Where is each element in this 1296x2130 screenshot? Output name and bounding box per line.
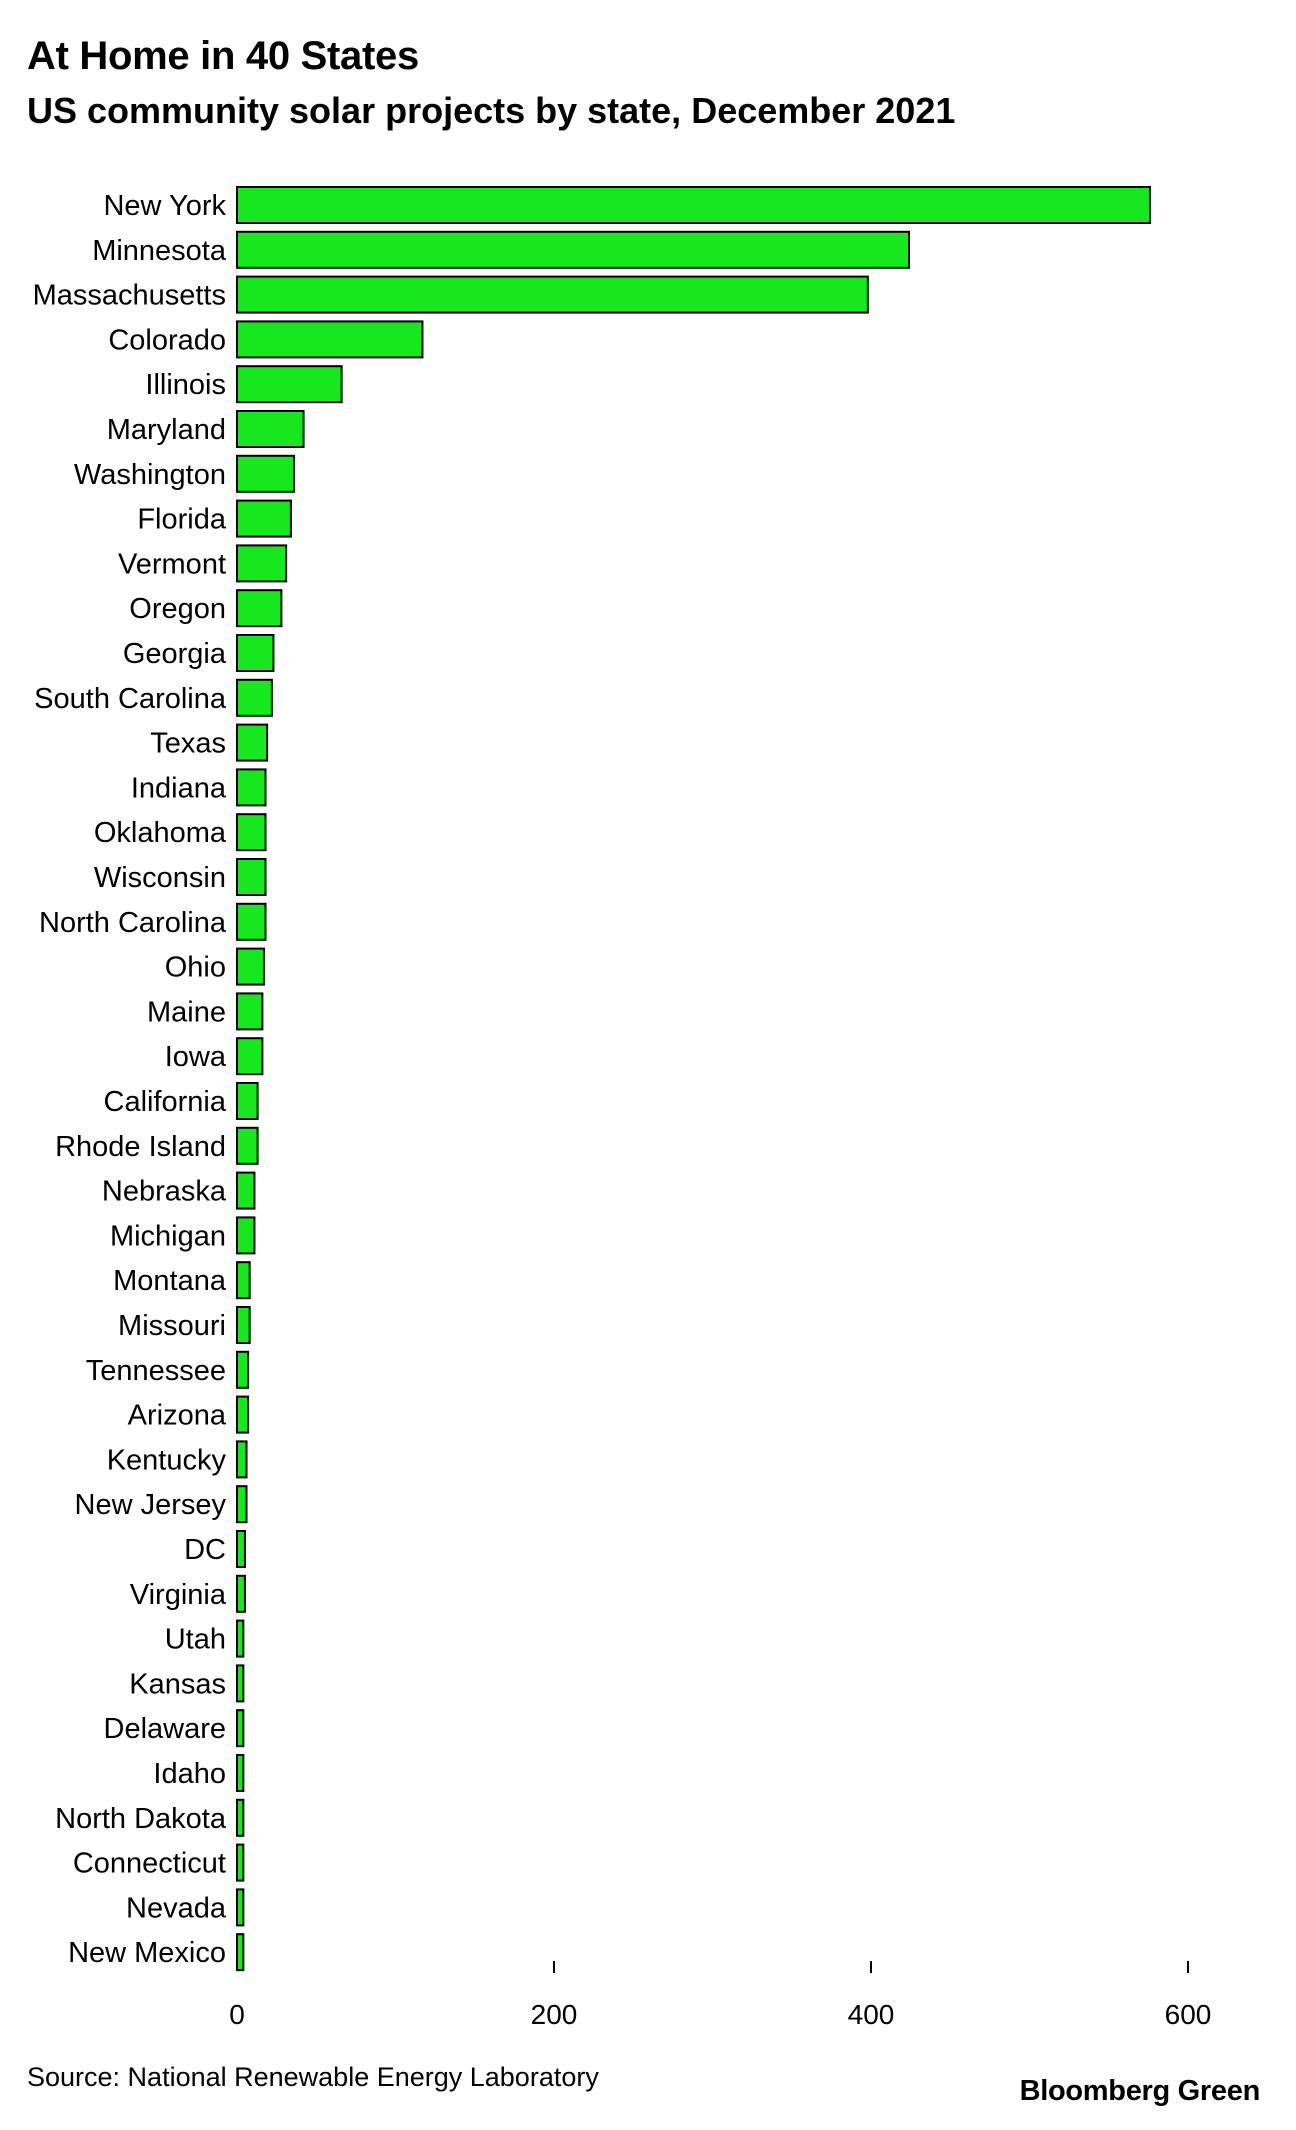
chart-subtitle: US community solar projects by state, De… [27, 90, 956, 131]
category-label-washington: Washington [74, 459, 226, 491]
bar-indiana [236, 768, 267, 807]
brand-logo: Bloomberg Green [1019, 2075, 1261, 2107]
bar-dc [236, 1530, 246, 1568]
bar-south-carolina [236, 678, 273, 717]
bar-wisconsin [236, 858, 267, 896]
x-tick-label-0: 0 [229, 1999, 245, 2030]
chart-title: At Home in 40 States [27, 34, 419, 78]
category-label-connecticut: Connecticut [73, 1848, 226, 1880]
bar-washington [236, 454, 296, 493]
bar-idaho [236, 1754, 245, 1792]
x-axis: 0 200 400 600 [229, 1961, 1211, 2030]
category-label-missouri: Missouri [118, 1310, 226, 1342]
category-label-wisconsin: Wisconsin [94, 862, 226, 894]
category-label-nebraska: Nebraska [102, 1176, 227, 1208]
category-label-iowa: Iowa [165, 1041, 227, 1073]
bar-michigan [236, 1216, 256, 1255]
category-label-delaware: Delaware [104, 1713, 227, 1745]
category-label-oklahoma: Oklahoma [94, 817, 227, 849]
category-label-indiana: Indiana [131, 772, 227, 804]
bar-illinois [236, 365, 343, 404]
bars-group [236, 186, 1151, 1972]
category-label-vermont: Vermont [118, 548, 226, 580]
x-tick-label-600: 600 [1165, 1999, 1212, 2030]
bar-utah [236, 1619, 245, 1658]
bar-new-jersey [236, 1485, 248, 1524]
category-label-utah: Utah [165, 1624, 226, 1656]
category-label-maine: Maine [147, 996, 226, 1028]
source-note: Source: National Renewable Energy Labora… [27, 2062, 599, 2092]
bar-ohio [236, 947, 265, 986]
category-label-montana: Montana [113, 1265, 227, 1297]
bar-vermont [236, 544, 288, 583]
bar-oklahoma [236, 813, 267, 852]
bar-delaware [236, 1709, 245, 1748]
bar-texas [236, 723, 269, 762]
bar-new-york [236, 186, 1151, 224]
bar-missouri [236, 1306, 251, 1344]
category-label-north-carolina: North Carolina [39, 907, 227, 939]
category-label-nevada: Nevada [126, 1892, 227, 1924]
x-tick-label-400: 400 [848, 1999, 895, 2030]
category-label-virginia: Virginia [130, 1579, 227, 1611]
category-label-maryland: Maryland [107, 414, 226, 446]
category-label-arizona: Arizona [128, 1400, 227, 1432]
category-label-florida: Florida [137, 504, 227, 536]
category-label-new-mexico: New Mexico [68, 1937, 226, 1969]
bar-rhode-island [236, 1126, 259, 1165]
bar-maine [236, 992, 264, 1031]
category-label-new-york: New York [103, 190, 226, 222]
bar-massachusetts [236, 275, 869, 314]
category-labels: New York Minnesota Massachusetts Colorado Il… [33, 190, 227, 1969]
bar-virginia [236, 1574, 246, 1613]
category-label-colorado: Colorado [108, 324, 226, 356]
bar-arizona [236, 1395, 250, 1434]
category-label-oregon: Oregon [129, 593, 226, 625]
bar-new-mexico [236, 1933, 245, 1972]
category-label-kentucky: Kentucky [107, 1444, 227, 1476]
bar-oregon [236, 589, 283, 628]
category-label-illinois: Illinois [145, 369, 226, 401]
x-tick-label-200: 200 [531, 1999, 578, 2030]
category-label-california: California [104, 1086, 227, 1118]
category-label-ohio: Ohio [165, 952, 226, 984]
bar-colorado [236, 320, 424, 359]
category-label-minnesota: Minnesota [92, 235, 227, 267]
category-label-michigan: Michigan [110, 1220, 226, 1252]
bar-minnesota [236, 230, 911, 269]
bar-tennessee [236, 1350, 250, 1389]
category-label-texas: Texas [150, 728, 226, 760]
bar-north-carolina [236, 902, 267, 941]
bar-florida [236, 499, 292, 538]
bar-georgia [236, 634, 275, 672]
category-label-dc: DC [184, 1534, 226, 1566]
category-label-north-dakota: North Dakota [55, 1803, 227, 1835]
bar-connecticut [236, 1843, 245, 1882]
bar-nevada [236, 1888, 245, 1927]
category-label-idaho: Idaho [153, 1758, 226, 1790]
bar-california [236, 1082, 259, 1120]
bar-kansas [236, 1664, 245, 1703]
category-label-kansas: Kansas [129, 1668, 226, 1700]
bar-maryland [236, 410, 305, 448]
bar-chart: New York Minnesota Massachusetts Colorado Il… [33, 186, 1211, 2030]
bar-kentucky [236, 1440, 248, 1479]
bar-iowa [236, 1037, 264, 1076]
category-label-south-carolina: South Carolina [34, 683, 227, 715]
category-label-tennessee: Tennessee [86, 1355, 226, 1387]
bar-north-dakota [236, 1798, 245, 1837]
bar-montana [236, 1261, 251, 1300]
category-label-massachusetts: Massachusetts [33, 280, 226, 312]
category-label-georgia: Georgia [123, 638, 227, 670]
bar-nebraska [236, 1171, 256, 1210]
category-label-rhode-island: Rhode Island [55, 1131, 226, 1163]
category-label-new-jersey: New Jersey [75, 1489, 227, 1521]
